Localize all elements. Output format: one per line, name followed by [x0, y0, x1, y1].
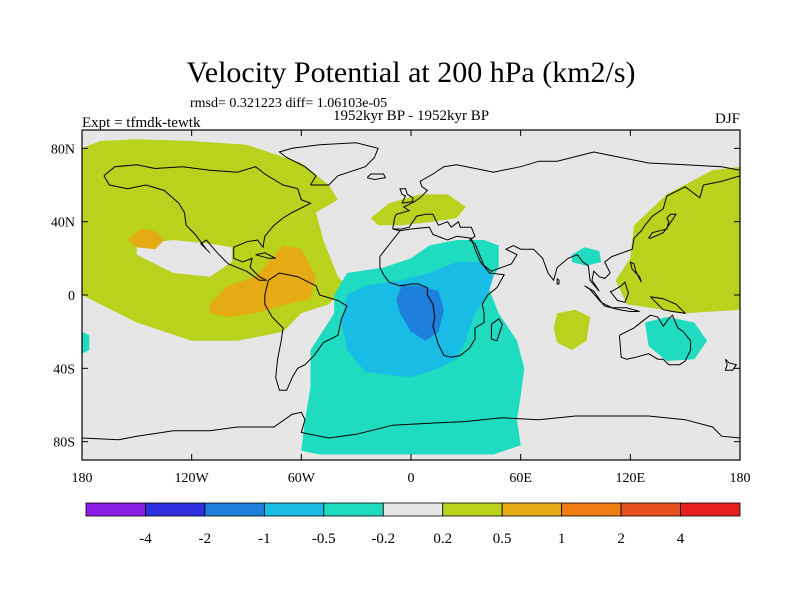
- madagascar-coast: [490, 318, 503, 342]
- y-tick-label: 80S: [53, 436, 75, 451]
- uk-coast: [399, 188, 414, 204]
- colorbar-swatch: [561, 502, 622, 517]
- colorbar-swatch: [620, 502, 681, 517]
- colorbar-swatch: [382, 502, 444, 517]
- x-tick-label: 120W: [175, 471, 210, 486]
- colorbar-label: -4: [139, 531, 152, 547]
- colorbar-swatch: [204, 502, 265, 517]
- colorbar-label: 2: [617, 531, 625, 547]
- new-guinea-coast: [650, 296, 687, 315]
- colorbar-label: 0.5: [493, 531, 512, 547]
- x-tick-label: 0: [408, 471, 415, 486]
- indonesia-coast: [584, 285, 640, 312]
- contour-fill-layer: [82, 139, 740, 455]
- new-zealand-coast: [724, 358, 738, 371]
- contour-region-positive-west-pacific: [615, 166, 740, 314]
- colorbar-label: -1: [258, 531, 271, 547]
- contour-region-negative-west-pacific-patch: [645, 317, 708, 361]
- cuba-coast: [255, 252, 276, 259]
- y-tick-label: 0: [68, 289, 75, 304]
- y-axis: 80N 40N 0 40S 80S: [51, 142, 740, 451]
- contour-region-positive-orange-caribbean: [209, 245, 316, 317]
- colorbar-swatch: [442, 502, 503, 517]
- x-axis: 180 120W 60W 0 60E 120E 180: [72, 130, 751, 486]
- period-label: 1952kyr BP - 1952kyr BP: [333, 108, 489, 124]
- x-tick-label: 180: [730, 471, 751, 486]
- x-tick-label: 60E: [509, 471, 532, 486]
- stats-text: rmsd= 0.321223 diff= 1.06103e-05: [190, 96, 387, 111]
- colorbar-swatch: [263, 502, 325, 517]
- y-tick-label: 40N: [51, 216, 75, 231]
- borneo-coast: [609, 281, 630, 303]
- contour-region-neutral-gap-east-pacific: [136, 240, 232, 277]
- contour-region-positive-indian-ocean: [553, 309, 591, 350]
- eurasia-africa-coast: [392, 151, 740, 292]
- x-tick-label: 120E: [616, 471, 646, 486]
- australia-coast: [618, 314, 692, 366]
- colorbar: -4 -2 -1 -0.5 -0.2 0.2 0.5 1 2 4: [85, 502, 741, 547]
- x-tick-label: 180: [72, 471, 93, 486]
- iceland-coast: [366, 173, 387, 181]
- africa-coast: [379, 226, 506, 358]
- season-label: DJF: [715, 111, 740, 127]
- colorbar-label: -0.2: [371, 531, 395, 547]
- chart-title: Velocity Potential at 200 hPa (km2/s): [186, 56, 635, 89]
- contour-region-negative-congo-core: [396, 285, 444, 341]
- colorbar-label: 4: [677, 531, 685, 547]
- colorbar-swatch: [145, 502, 206, 517]
- colorbar-swatch: [680, 502, 741, 517]
- colorbar-label: -2: [199, 531, 212, 547]
- sri-lanka-coast: [556, 278, 560, 285]
- contour-region-positive-orange-gulf: [127, 229, 165, 250]
- x-tick-label: 60W: [288, 471, 316, 486]
- colorbar-swatch: [323, 502, 384, 517]
- y-tick-label: 80N: [51, 142, 75, 157]
- contour-region-negative-india-patch: [571, 247, 602, 266]
- colorbar-swatch: [85, 502, 146, 517]
- colorbar-label: 0.2: [433, 531, 452, 547]
- north-america-coast: [103, 164, 312, 281]
- experiment-label: Expt = tfmdk-tewtk: [82, 115, 201, 131]
- japan-coast: [648, 213, 677, 239]
- colorbar-label: -0.5: [312, 531, 336, 547]
- south-america-coast: [264, 272, 348, 391]
- colorbar-label: 1: [558, 531, 566, 547]
- contour-region-negative-west-edge-patch: [82, 331, 90, 354]
- coastline-layer: [82, 142, 740, 441]
- antarctica-coast: [82, 411, 740, 441]
- y-tick-label: 40S: [53, 362, 75, 377]
- colorbar-swatch: [501, 502, 563, 517]
- greenland-coast: [278, 142, 379, 186]
- philippines-coast: [629, 261, 642, 283]
